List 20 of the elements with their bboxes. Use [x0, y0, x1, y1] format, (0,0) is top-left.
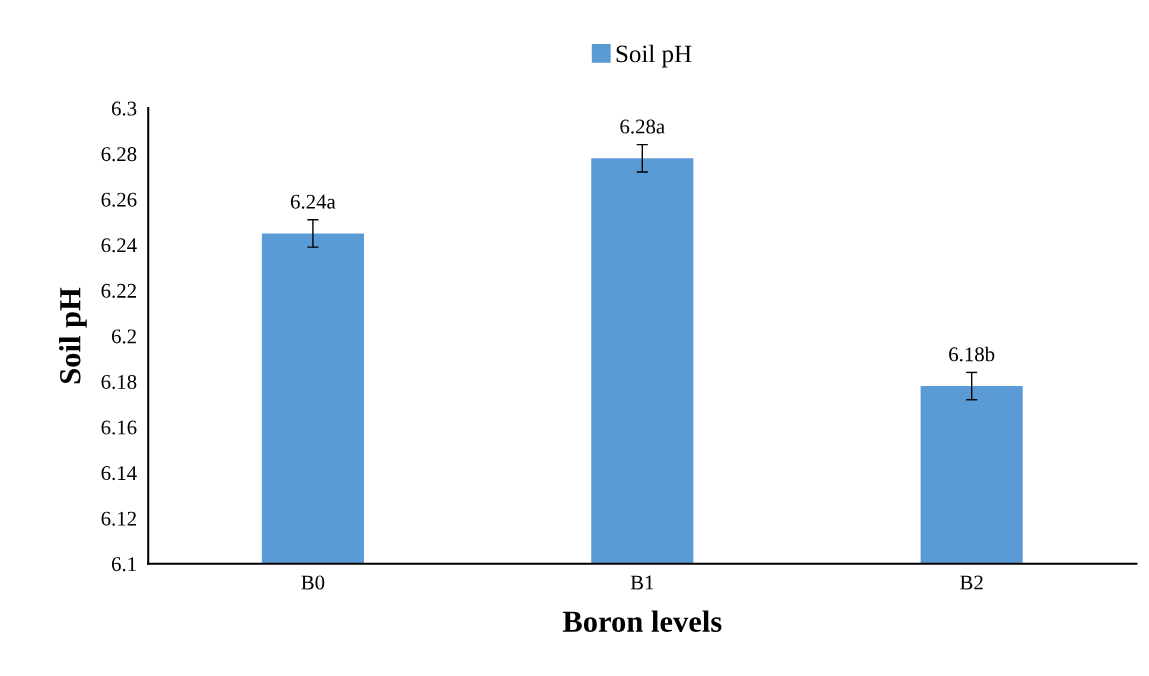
data-label: 6.24a	[290, 194, 336, 209]
y-tick-label: 6.24	[101, 238, 137, 253]
y-tick-label: 6.3	[111, 101, 137, 116]
y-tick-label: 6.26	[101, 192, 137, 207]
y-axis-title: Soil pH	[59, 287, 87, 384]
x-tick-label: B0	[301, 575, 325, 590]
y-tick-label: 6.12	[101, 511, 136, 526]
y-tick-label: 6.22	[101, 283, 136, 298]
data-label: 6.28a	[620, 119, 665, 134]
x-axis-title: Boron levels	[562, 610, 722, 632]
y-tick-label: 6.1	[111, 557, 136, 572]
y-tick-label: 6.28	[101, 147, 137, 162]
y-tick-label: 6.2	[111, 329, 136, 344]
x-tick-label: B1	[630, 575, 654, 590]
data-label: 6.18b	[949, 346, 995, 362]
y-tick-label: 6.16	[101, 420, 137, 435]
x-tick-label: B2	[960, 575, 983, 590]
y-tick-label: 6.14	[101, 466, 137, 481]
y-tick-label: 6.18	[101, 374, 137, 390]
legend-label: Soil pH	[616, 44, 692, 68]
